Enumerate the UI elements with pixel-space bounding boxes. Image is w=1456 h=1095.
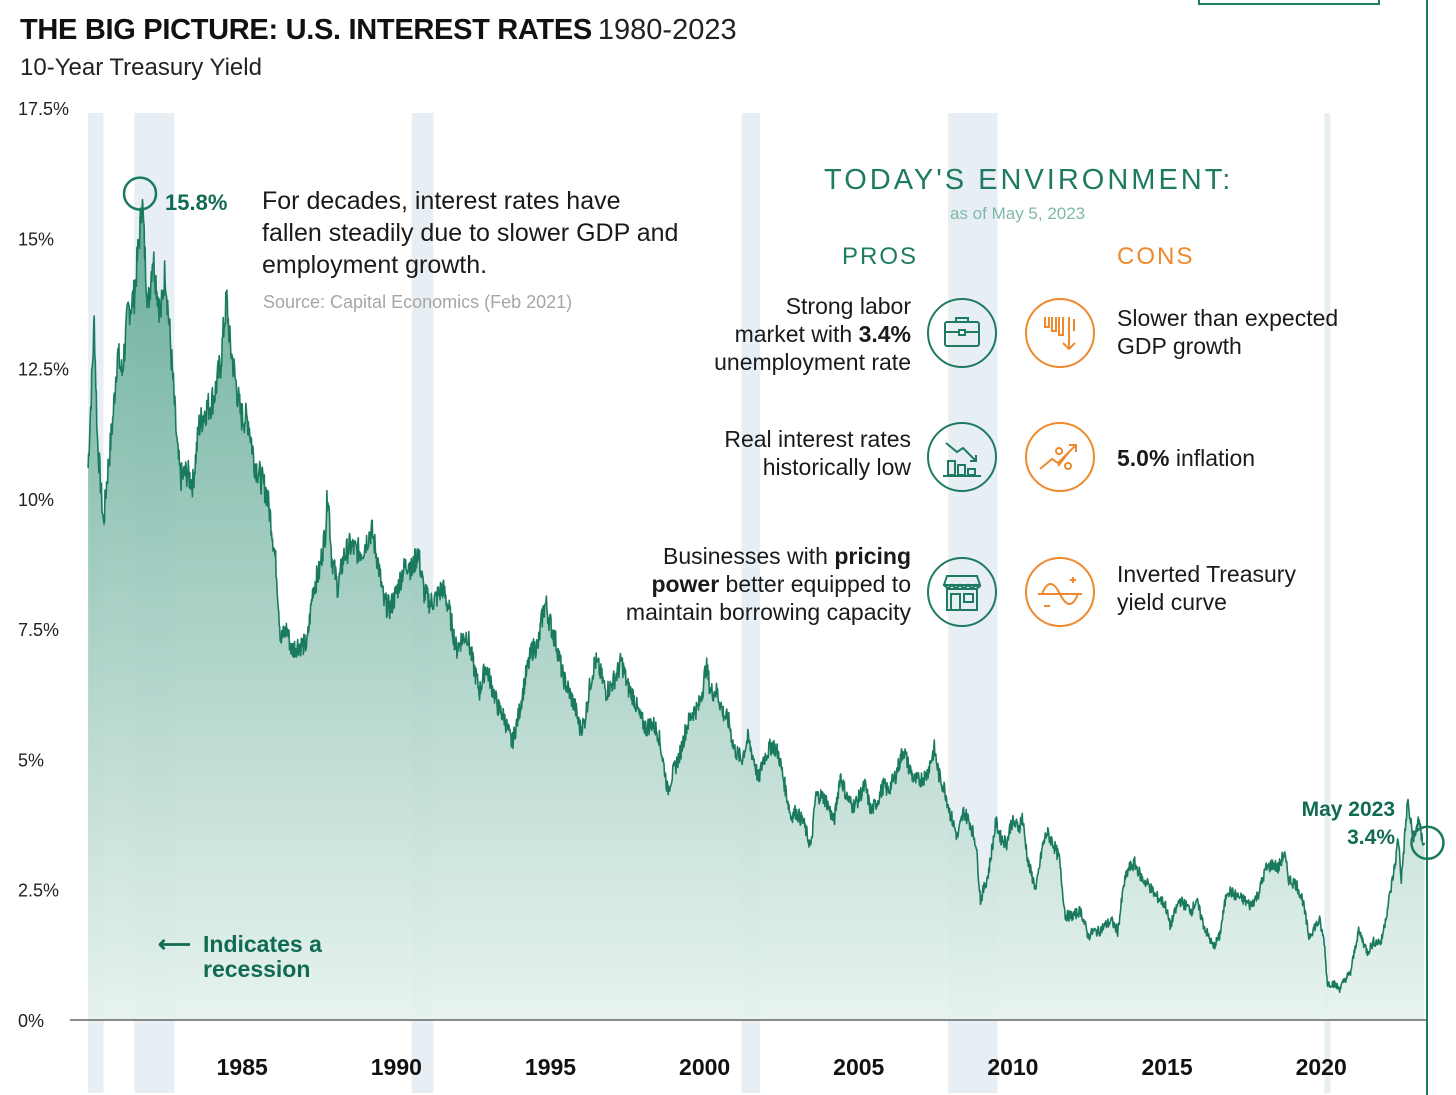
pro-pricing-line2: power better equipped to [626,570,911,598]
x-tick-label: 1990 [371,1054,422,1080]
y-tick-label: 15% [18,229,54,249]
falling-bars-icon [1025,298,1095,368]
left-arrow-icon: ⟵ [158,931,191,957]
source-note: Source: Capital Economics (Feb 2021) [263,292,573,312]
latest-date: May 2023 [1301,798,1395,821]
pro-labor-line1: Strong labor [785,293,911,319]
recession-band [1324,113,1331,1093]
inverted-curve-icon [1025,557,1095,627]
top-frame-decoration [1198,0,1380,5]
pro-labor-line3: unemployment rate [714,349,911,375]
con-curve-line2: yield curve [1117,589,1227,615]
con-inflation-text: inflation [1169,445,1256,471]
right-edge-rule [1426,0,1428,1095]
pros-heading: PROS [842,243,919,270]
pro-labor-line2: market with 3.4% [714,320,911,348]
percent-rising-icon [1025,422,1095,492]
y-tick-label: 10% [18,490,54,510]
latest-marker [1410,825,1445,861]
title-main: THE BIG PICTURE: U.S. INTEREST RATES [20,14,592,46]
con-item-yield-curve: Inverted Treasury yield curve [1117,560,1296,616]
environment-date: as of May 5, 2023 [950,204,1086,223]
cons-heading: CONS [1117,243,1195,270]
pro-rates-line2: historically low [762,454,911,480]
y-tick-label: 2.5% [18,881,59,901]
chart-subtitle: 10-Year Treasury Yield [20,54,262,81]
environment-title: TODAY'S ENVIRONMENT: [824,164,1234,196]
con-item-gdp: Slower than expected GDP growth [1117,304,1338,360]
y-tick-label: 0% [18,1011,44,1031]
x-tick-label: 2000 [679,1054,730,1080]
peak-marker [122,176,158,211]
yield-line [87,198,1426,994]
pro-pricing-line1-text: Businesses with [663,543,835,569]
pro-item-real-rates: Real interest rates historically low [724,425,911,481]
con-curve-line1: Inverted Treasury [1117,561,1296,587]
y-tick-label: 12.5% [18,360,69,380]
pro-pricing-line1: Businesses with pricing [626,542,911,570]
con-gdp-line2: GDP growth [1117,333,1242,359]
pro-rates-line1: Real interest rates [724,426,911,452]
x-tick-label: 1995 [525,1054,576,1080]
pro-labor-line2-text: market with [734,321,859,347]
pro-pricing-line3: maintain borrowing capacity [625,599,911,625]
x-tick-label: 2005 [833,1054,884,1080]
storefront-icon [927,557,997,627]
x-tick-label: 2015 [1141,1054,1192,1080]
latest-value-label: May 2023 3.4% [1280,796,1395,852]
latest-rate: 3.4% [1347,826,1395,849]
pro-labor-rate: 3.4% [858,321,911,347]
con-item-inflation: 5.0% inflation [1117,444,1255,472]
peak-value-label: 15.8% [165,190,228,215]
y-tick-label: 7.5% [18,620,59,640]
title-years: 1980-2023 [597,14,737,46]
con-gdp-line1: Slower than expected [1117,305,1339,331]
x-tick-label: 2010 [987,1054,1038,1080]
pro-item-pricing-power: Businesses with pricing power better equ… [626,542,911,626]
x-tick-label: 2020 [1296,1054,1347,1080]
recession-legend-text: Indicates a recession [203,931,322,982]
yield-area [88,199,1425,1020]
y-tick-label: 5% [18,750,44,770]
pro-pricing-bold: pricing [834,543,911,569]
recession-legend: ⟵ Indicates a recession [158,932,343,982]
con-inflation-rate: 5.0% [1117,445,1170,471]
y-tick-label: 17.5% [18,99,69,119]
chart-title: THE BIG PICTURE: U.S. INTEREST RATES 1980… [20,14,737,47]
x-tick-label: 1985 [217,1054,268,1080]
declining-chart-icon [927,422,997,492]
pro-power-bold: power [651,571,720,597]
pro-item-labor: Strong labor market with 3.4% unemployme… [714,292,911,376]
pro-pricing-line2-text: better equipped to [719,571,911,597]
briefcase-icon [927,298,997,368]
narrative-text: For decades, interest rates have fallen … [262,187,679,279]
